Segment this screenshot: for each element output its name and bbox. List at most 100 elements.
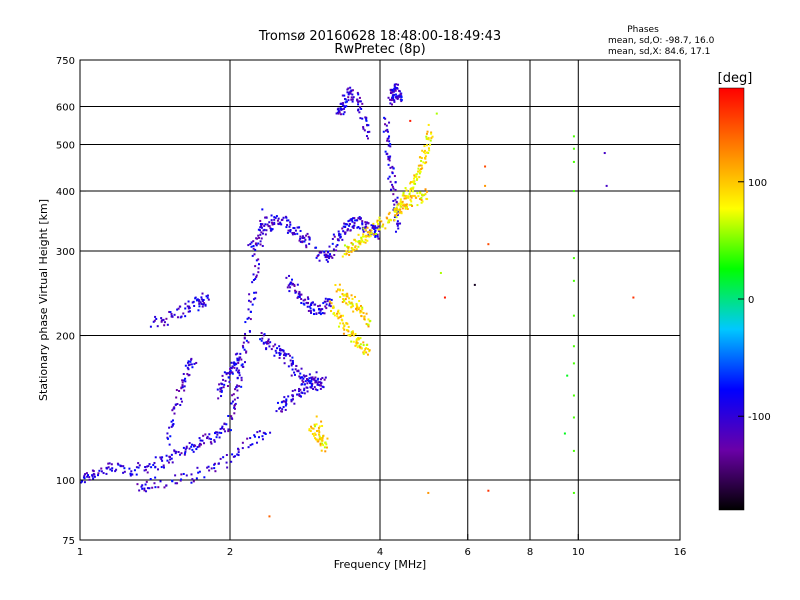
- data-point: [176, 316, 179, 319]
- data-point: [202, 303, 205, 306]
- data-point: [221, 374, 224, 377]
- data-point: [390, 103, 393, 106]
- data-point: [249, 318, 252, 321]
- data-point: [291, 389, 294, 392]
- data-point: [347, 93, 350, 96]
- data-point: [355, 219, 358, 222]
- data-point: [397, 208, 400, 211]
- data-point: [605, 184, 608, 187]
- data-point: [367, 325, 370, 328]
- data-point: [259, 243, 262, 246]
- data-point: [346, 223, 349, 226]
- data-point: [312, 313, 315, 316]
- data-point: [298, 394, 301, 397]
- data-point: [108, 462, 111, 465]
- data-point: [110, 463, 113, 466]
- data-point: [293, 373, 296, 376]
- data-point: [342, 299, 345, 302]
- data-point: [257, 228, 260, 231]
- data-point: [319, 313, 322, 316]
- data-point: [282, 400, 285, 403]
- data-point: [186, 366, 189, 369]
- data-point: [305, 244, 308, 247]
- data-point: [421, 193, 424, 196]
- data-point: [419, 192, 422, 195]
- data-point: [288, 290, 291, 293]
- data-point: [413, 175, 416, 178]
- data-point: [311, 376, 314, 379]
- data-point: [305, 301, 308, 304]
- data-point: [181, 384, 184, 387]
- data-point: [263, 224, 266, 227]
- data-point: [285, 398, 288, 401]
- data-point: [160, 317, 163, 320]
- data-point: [245, 339, 248, 342]
- x-tick-label: 16: [674, 547, 687, 558]
- data-point: [187, 368, 190, 371]
- data-point: [270, 227, 273, 230]
- data-point: [252, 247, 255, 250]
- data-point: [318, 311, 321, 314]
- data-point: [363, 350, 366, 353]
- data-point: [201, 305, 204, 308]
- data-point: [346, 303, 349, 306]
- data-point: [255, 242, 258, 245]
- data-point: [203, 476, 206, 479]
- data-point: [381, 225, 384, 228]
- data-point: [348, 300, 351, 303]
- data-point: [363, 235, 366, 238]
- data-point: [332, 248, 335, 251]
- data-point: [344, 232, 347, 235]
- data-point: [378, 219, 381, 222]
- data-point: [361, 117, 364, 120]
- data-point: [424, 157, 427, 160]
- data-point: [233, 361, 236, 364]
- data-point: [162, 466, 165, 469]
- data-point: [424, 155, 427, 158]
- data-point: [328, 302, 331, 305]
- data-point: [184, 450, 187, 453]
- data-point: [314, 425, 317, 428]
- data-point: [163, 486, 166, 489]
- data-point: [309, 386, 312, 389]
- data-point: [122, 465, 125, 468]
- data-point: [152, 463, 155, 466]
- data-point: [357, 338, 360, 341]
- data-point: [222, 428, 225, 431]
- data-point: [341, 102, 344, 105]
- data-point: [264, 223, 267, 226]
- data-point: [237, 451, 240, 454]
- data-point: [237, 359, 240, 362]
- data-point: [116, 462, 119, 465]
- data-point: [247, 299, 250, 302]
- data-point: [390, 97, 393, 100]
- data-point: [321, 308, 324, 311]
- data-point: [202, 434, 205, 437]
- data-point: [425, 137, 428, 140]
- data-point: [305, 374, 308, 377]
- data-point: [177, 451, 180, 454]
- data-point: [394, 89, 397, 92]
- data-point: [233, 366, 236, 369]
- data-point: [351, 303, 354, 306]
- data-point: [148, 463, 151, 466]
- data-point: [309, 429, 312, 432]
- data-point: [179, 479, 182, 482]
- data-point: [229, 369, 232, 372]
- data-point: [319, 381, 322, 384]
- data-point: [391, 94, 394, 97]
- data-point: [387, 219, 390, 222]
- data-point: [411, 187, 414, 190]
- data-point: [297, 387, 300, 390]
- data-point: [359, 117, 362, 120]
- x-tick-label: 10: [572, 547, 585, 558]
- data-point: [356, 346, 359, 349]
- chart-subtitle: RwPretec (8p): [334, 42, 425, 57]
- data-point: [393, 175, 396, 178]
- data-point: [351, 297, 354, 300]
- data-point: [401, 200, 404, 203]
- data-point: [315, 371, 318, 374]
- data-point: [190, 473, 193, 476]
- data-point: [283, 352, 286, 355]
- data-point: [227, 376, 230, 379]
